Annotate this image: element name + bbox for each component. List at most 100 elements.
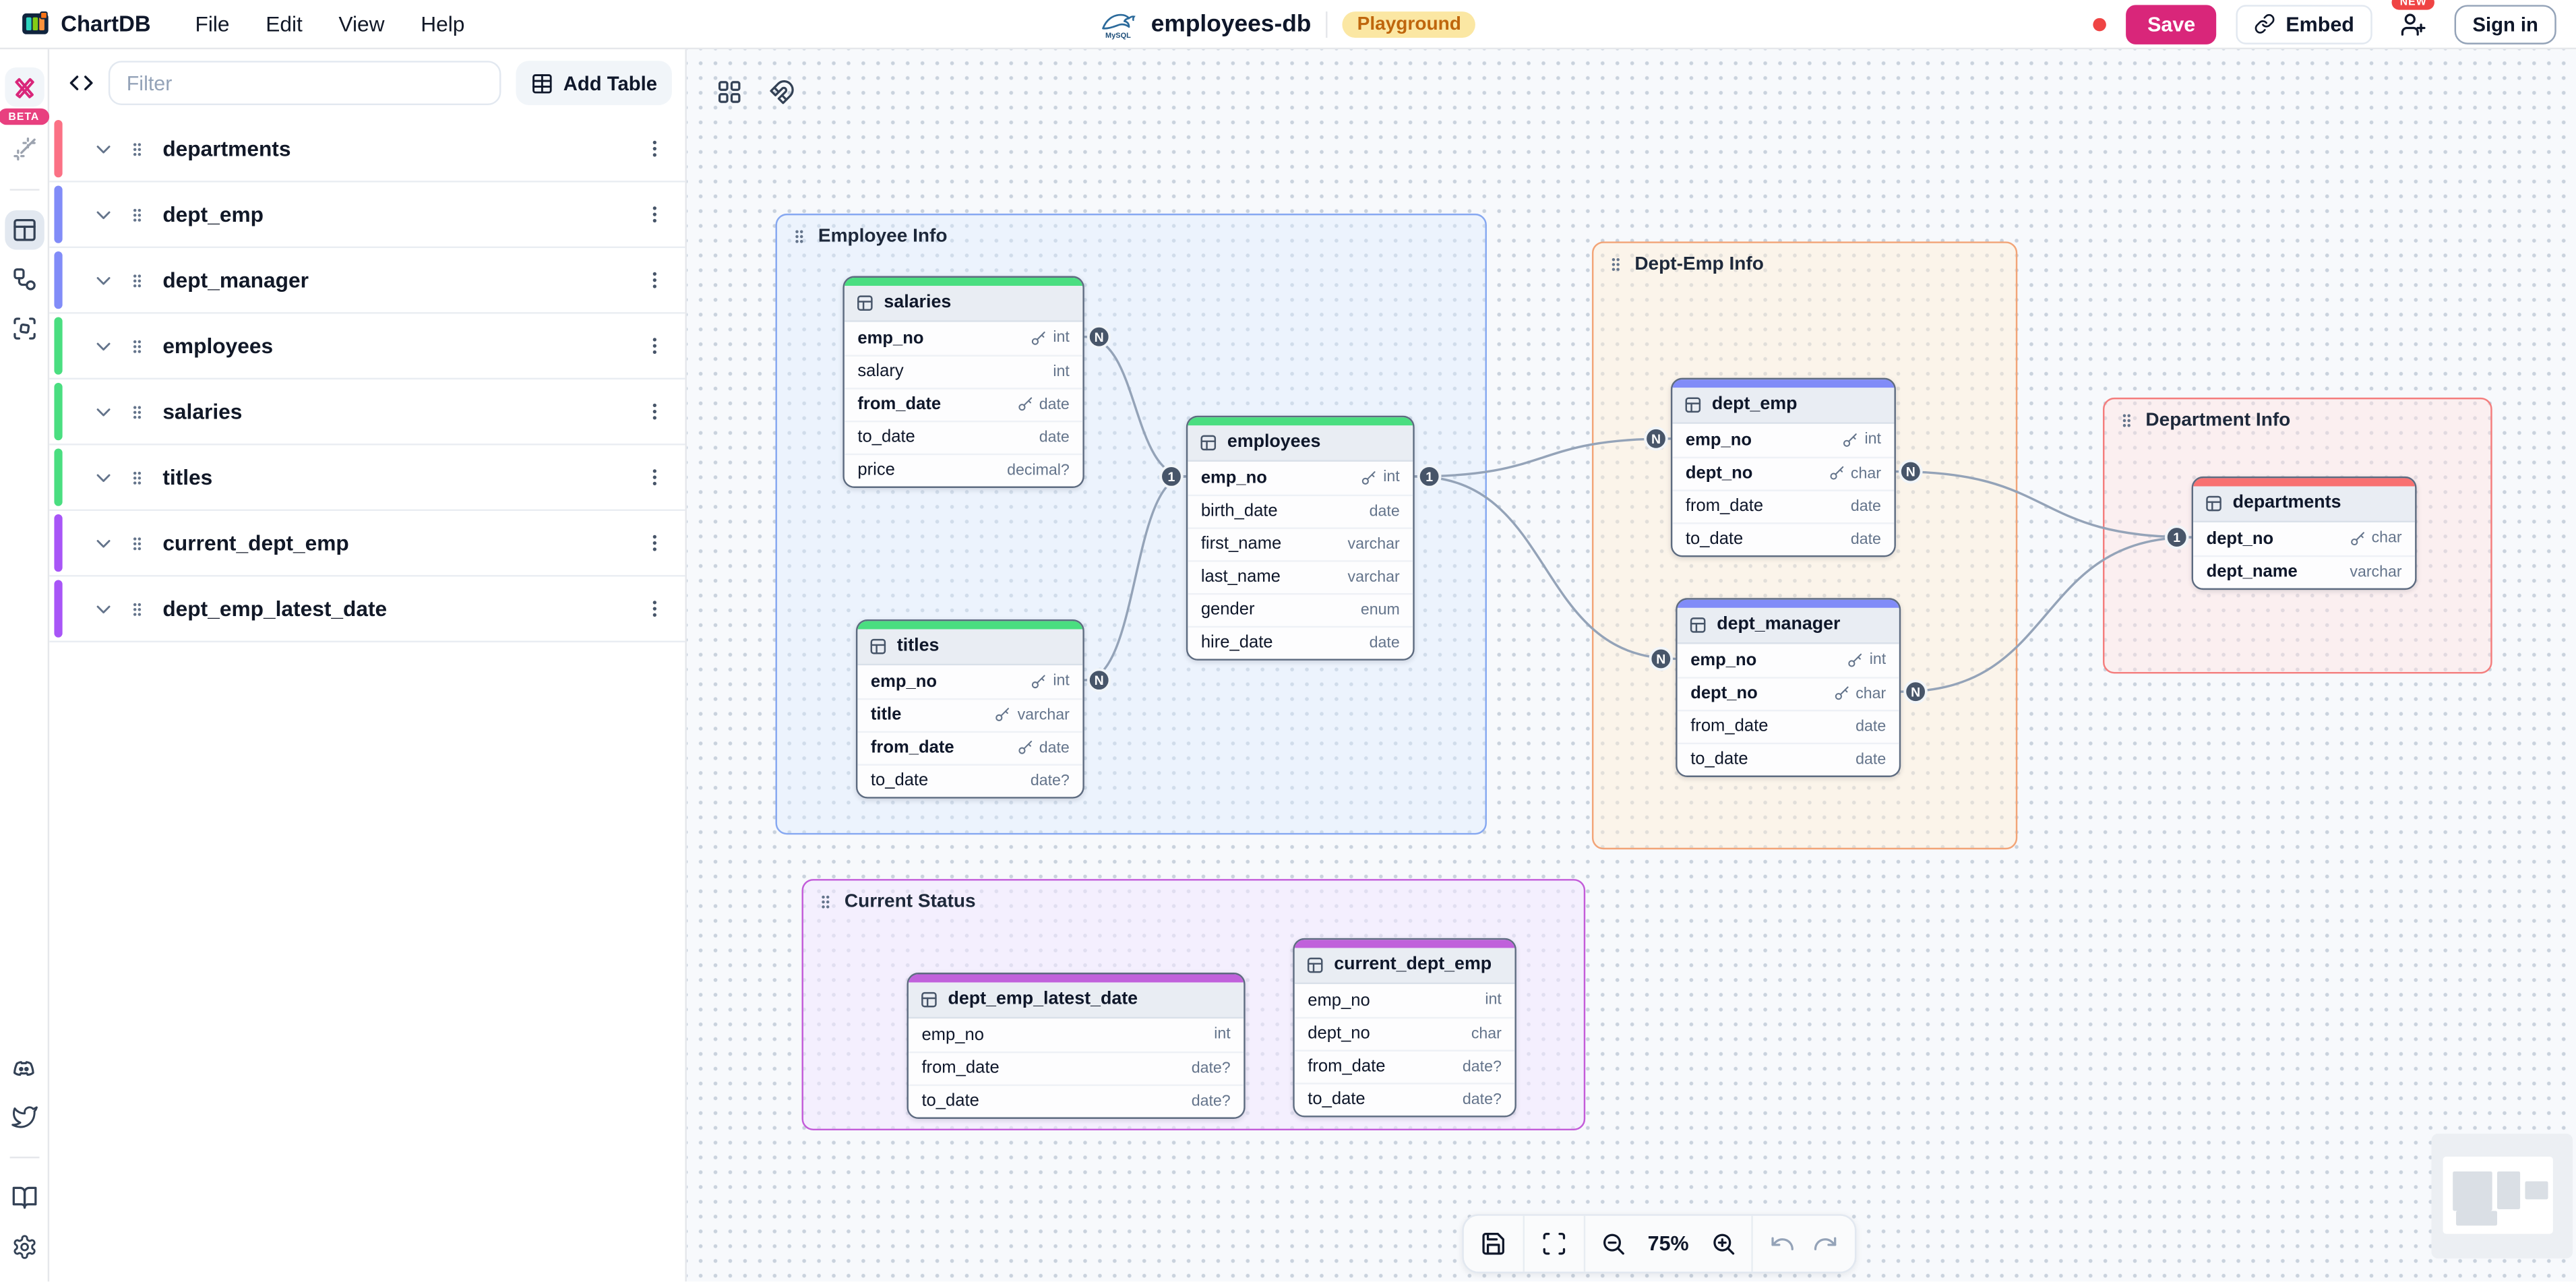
sidebar-table-item-titles[interactable]: titles (49, 445, 685, 512)
diagram-canvas[interactable]: Employee Info Dept-Emp Info Department I… (686, 49, 2576, 1282)
table-node-dept_emp_latest_date[interactable]: dept_emp_latest_date emp_no int from_dat… (907, 973, 1246, 1118)
field-row-emp_no[interactable]: emp_no int (844, 321, 1083, 355)
table-options-kebab-icon[interactable] (641, 396, 669, 427)
drag-handle-icon[interactable] (128, 334, 146, 357)
zoom-level-label[interactable]: 75% (1636, 1232, 1700, 1255)
field-row-dept_no[interactable]: dept_no char (2193, 521, 2416, 555)
table-options-kebab-icon[interactable] (641, 133, 669, 164)
field-row-emp_no[interactable]: emp_no int (1672, 423, 1895, 456)
embed-button[interactable]: Embed (2236, 4, 2372, 44)
docs-book-icon[interactable] (4, 1178, 44, 1218)
field-row-hire_date[interactable]: hire_date date (1188, 625, 1413, 659)
field-row-to_date[interactable]: to_date date? (1294, 1082, 1515, 1115)
field-row-dept_no[interactable]: dept_no char (1294, 1016, 1515, 1049)
drag-handle-icon[interactable] (816, 890, 834, 913)
table-node-dept_emp[interactable]: dept_emp emp_no int dept_no char from_da… (1670, 377, 1896, 557)
save-diagram-icon[interactable] (1473, 1223, 1512, 1265)
table-node-header[interactable]: departments (2193, 485, 2416, 522)
field-row-dept_no[interactable]: dept_no char (1672, 456, 1895, 489)
chevron-down-icon[interactable] (92, 138, 115, 160)
discord-icon[interactable] (4, 1048, 44, 1088)
table-node-header[interactable]: dept_emp (1672, 387, 1895, 423)
table-options-kebab-icon[interactable] (641, 199, 669, 230)
field-row-emp_no[interactable]: emp_no int (857, 664, 1083, 698)
table-node-dept_manager[interactable]: dept_manager emp_no int dept_no char fro… (1676, 598, 1901, 776)
field-row-from_date[interactable]: from_date date (844, 387, 1083, 420)
magic-wand-icon[interactable] (4, 130, 44, 170)
table-options-kebab-icon[interactable] (641, 593, 669, 624)
field-row-price[interactable]: price decimal? (844, 452, 1083, 486)
tables-icon[interactable] (4, 210, 44, 250)
settings-gear-icon[interactable] (4, 1227, 44, 1267)
drag-handle-icon[interactable] (128, 532, 146, 555)
sidebar-table-item-salaries[interactable]: salaries (49, 379, 685, 446)
relationships-icon[interactable] (4, 260, 44, 299)
sign-in-button[interactable]: Sign in (2454, 4, 2556, 44)
field-row-to_date[interactable]: to_date date (1677, 741, 1899, 775)
sidebar-table-item-dept_emp_latest_date[interactable]: dept_emp_latest_date (49, 576, 685, 643)
zoom-in-icon[interactable] (1703, 1223, 1742, 1265)
table-node-salaries[interactable]: salaries emp_no int salary int from_date… (842, 276, 1084, 487)
table-node-departments[interactable]: departments dept_no char dept_name varch… (2191, 476, 2417, 589)
code-view-toggle-icon[interactable] (69, 71, 94, 96)
field-row-emp_no[interactable]: emp_no int (1188, 460, 1413, 494)
field-row-dept_name[interactable]: dept_name varchar (2193, 554, 2416, 588)
save-button[interactable]: Save (2126, 4, 2217, 44)
table-node-titles[interactable]: titles emp_no int title varchar from_dat… (855, 619, 1084, 798)
table-node-header[interactable]: current_dept_emp (1294, 947, 1515, 983)
menu-file[interactable]: File (181, 5, 245, 42)
twitter-icon[interactable] (4, 1097, 44, 1137)
sidebar-table-item-current_dept_emp[interactable]: current_dept_emp (49, 511, 685, 577)
redo-icon[interactable] (1806, 1223, 1845, 1265)
table-options-kebab-icon[interactable] (641, 330, 669, 361)
drag-handle-icon[interactable] (128, 597, 146, 620)
drag-handle-icon[interactable] (128, 203, 146, 226)
field-row-gender[interactable]: gender enum (1188, 592, 1413, 625)
field-row-emp_no[interactable]: emp_no int (1294, 983, 1515, 1016)
table-node-current_dept_emp[interactable]: current_dept_emp emp_no int dept_no char… (1293, 938, 1516, 1117)
field-row-to_date[interactable]: to_date date (844, 419, 1083, 453)
table-node-header[interactable]: salaries (844, 284, 1083, 322)
chevron-down-icon[interactable] (92, 532, 115, 555)
drag-handle-icon[interactable] (1607, 253, 1625, 276)
menu-edit[interactable]: Edit (251, 5, 317, 42)
table-node-header[interactable]: dept_emp_latest_date (908, 981, 1244, 1018)
field-row-birth_date[interactable]: birth_date date (1188, 493, 1413, 527)
drag-handle-icon[interactable] (128, 466, 146, 489)
field-row-to_date[interactable]: to_date date? (857, 763, 1083, 796)
zoom-out-icon[interactable] (1594, 1223, 1633, 1265)
sidebar-table-item-employees[interactable]: employees (49, 313, 685, 380)
field-row-to_date[interactable]: to_date date (1672, 521, 1895, 555)
field-row-from_date[interactable]: from_date date (1677, 708, 1899, 742)
drag-handle-icon[interactable] (128, 400, 146, 423)
field-row-emp_no[interactable]: emp_no int (1677, 643, 1899, 677)
chevron-down-icon[interactable] (92, 466, 115, 489)
fit-view-icon[interactable] (1534, 1223, 1573, 1265)
sidebar-table-item-dept_manager[interactable]: dept_manager (49, 248, 685, 314)
field-row-from_date[interactable]: from_date date? (908, 1050, 1244, 1084)
drag-handle-icon[interactable] (790, 225, 808, 248)
table-node-header[interactable]: employees (1188, 425, 1413, 461)
drag-handle-icon[interactable] (128, 269, 146, 292)
field-row-salary[interactable]: salary int (844, 354, 1083, 388)
filter-input[interactable] (108, 61, 501, 105)
menu-help[interactable]: Help (406, 5, 479, 42)
table-options-kebab-icon[interactable] (641, 462, 669, 493)
undo-icon[interactable] (1763, 1223, 1802, 1265)
sidebar-table-item-dept_emp[interactable]: dept_emp (49, 182, 685, 249)
drag-handle-icon[interactable] (128, 138, 146, 160)
diagram-title[interactable]: employees-db (1151, 10, 1312, 37)
menu-view[interactable]: View (324, 5, 399, 42)
edit-diagram-pencils-icon[interactable] (4, 67, 44, 107)
chevron-down-icon[interactable] (92, 203, 115, 226)
snap-magnet-icon[interactable] (762, 72, 802, 112)
field-row-title[interactable]: title varchar (857, 697, 1083, 731)
field-row-from_date[interactable]: from_date date (857, 730, 1083, 764)
chevron-down-icon[interactable] (92, 400, 115, 423)
minimap[interactable] (2431, 1133, 2573, 1259)
table-options-kebab-icon[interactable] (641, 264, 669, 295)
table-node-employees[interactable]: employees emp_no int birth_date date fir… (1186, 415, 1415, 660)
chevron-down-icon[interactable] (92, 269, 115, 292)
field-row-emp_no[interactable]: emp_no int (908, 1018, 1244, 1051)
chevron-down-icon[interactable] (92, 597, 115, 620)
